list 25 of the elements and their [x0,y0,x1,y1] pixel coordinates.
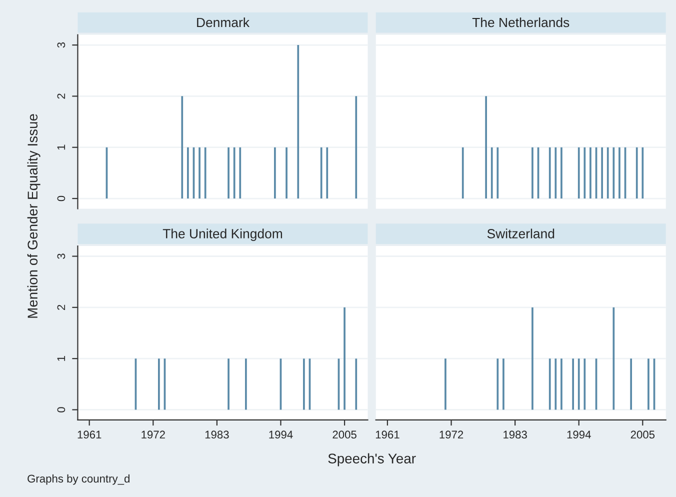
y-tick-label: 2 [57,94,66,99]
y-tick-label: 2 [57,304,66,310]
x-tick-label: 2005 [332,430,356,439]
chart-title: The Netherlands [472,17,570,28]
y-axis-title: Mention of Gender Equality Issue [27,114,40,318]
y-tick-label: 3 [57,254,66,259]
chart-title: Switzerland [487,228,554,238]
y-tick-label: 0 [57,407,66,412]
x-tick-label: 1994 [269,430,293,439]
y-tick-label: 3 [57,42,66,48]
x-tick-label: 1972 [142,430,165,439]
text: Graphs by country_d [28,474,130,485]
chart-title: Denmark [197,17,250,28]
x-tick-label: 1961 [376,430,400,439]
chart-title: The United Kingdom [162,228,282,241]
y-tick-label: 1 [57,356,66,361]
x-tick-label: 1983 [504,430,527,439]
x-tick-label: 1994 [567,430,591,439]
y-tick-label: 1 [57,144,66,150]
y-tick-label: 0 [57,196,66,202]
x-tick-label: 1972 [440,430,464,439]
x-tick-label: 1961 [78,430,102,439]
x-tick-label: 2005 [630,430,655,439]
x-tick-label: 1983 [205,430,229,439]
x-axis-title: Speech's Year [328,453,416,466]
